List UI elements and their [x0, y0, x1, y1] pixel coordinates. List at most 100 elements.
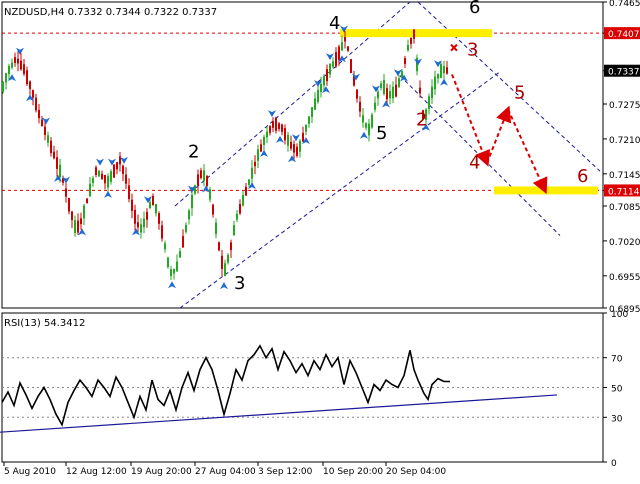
bear-candle — [95, 167, 97, 175]
bull-candle — [191, 194, 193, 209]
bear-candle — [218, 242, 220, 251]
fractal-down-arrow — [322, 86, 330, 94]
forecast-arrow — [451, 74, 491, 167]
price-panel-frame — [1, 1, 604, 309]
bear-candle — [335, 52, 337, 66]
bull-candle — [185, 224, 187, 232]
bull-candle — [428, 96, 430, 110]
rsi-tick-label: 100 — [611, 310, 628, 320]
bear-candle — [41, 119, 43, 127]
bull-candle — [89, 183, 91, 197]
bull-candle — [242, 194, 244, 206]
wave-label: 2 — [416, 109, 427, 130]
bull-candle — [203, 170, 205, 181]
fractal-up-arrow — [326, 53, 334, 61]
bull-candle — [329, 63, 331, 75]
bear-candle — [326, 69, 328, 82]
price-tick-label: 0.7275 — [609, 101, 640, 111]
bear-candle — [395, 84, 397, 97]
bull-candle — [440, 63, 442, 78]
wave-label: 6 — [469, 0, 480, 18]
bear-candle — [101, 173, 103, 180]
bull-candle — [320, 83, 322, 92]
wave-label: 3 — [234, 273, 245, 294]
rsi-tick-label: 50 — [611, 385, 623, 395]
bear-candle — [290, 141, 292, 149]
forecast-cross-mark — [450, 43, 458, 52]
fractal-down-arrow — [400, 74, 408, 82]
bear-candle — [206, 175, 208, 186]
bull-candle — [59, 164, 61, 178]
forecast-arrow — [507, 108, 548, 195]
bear-candle — [212, 204, 214, 215]
bear-candle — [32, 90, 34, 98]
time-tick-label: 20 Sep 04:00 — [386, 467, 446, 477]
bull-candle — [173, 269, 175, 274]
bear-candle — [338, 46, 340, 61]
bull-candle — [155, 204, 157, 214]
bear-candle — [239, 204, 241, 214]
bull-candle — [308, 116, 310, 124]
bull-candle — [389, 91, 391, 99]
bull-candle — [287, 134, 289, 146]
bull-candle — [263, 136, 265, 145]
bear-candle — [230, 242, 232, 251]
bear-candle — [419, 87, 421, 94]
bear-candle — [296, 146, 298, 156]
fractal-down-arrow — [422, 123, 430, 131]
bear-candle — [386, 88, 388, 100]
bear-candle — [197, 174, 199, 186]
target-zone — [340, 29, 492, 38]
bull-candle — [362, 115, 364, 123]
bear-candle — [56, 157, 58, 169]
fractal-down-arrow — [54, 174, 62, 182]
price-level-label: 0.7337 — [608, 68, 640, 78]
channel-line-lower — [179, 71, 501, 309]
price-tick-label: 0.6895 — [609, 305, 640, 315]
wave-label: 4 — [469, 152, 480, 173]
bear-candle — [44, 126, 46, 135]
bull-candle — [257, 149, 259, 161]
bear-candle — [254, 161, 256, 167]
time-tick-label: 10 Sep 20:00 — [323, 467, 383, 477]
bull-candle — [299, 140, 301, 152]
bull-candle — [83, 205, 85, 219]
price-tick-label: 0.6955 — [609, 273, 640, 283]
bull-candle — [425, 109, 427, 121]
bear-candle — [281, 124, 283, 132]
bull-candle — [215, 222, 217, 235]
wave-label: 4 — [329, 13, 340, 34]
fractal-down-arrow — [338, 55, 346, 63]
bear-candle — [65, 188, 67, 197]
bull-candle — [431, 86, 433, 99]
fractal-down-arrow — [248, 182, 256, 190]
bear-candle — [446, 67, 448, 74]
bull-candle — [140, 224, 142, 233]
fractal-up-arrow — [434, 60, 442, 68]
fractal-down-arrow — [302, 137, 310, 145]
bear-candle — [359, 101, 361, 112]
bear-candle — [356, 89, 358, 99]
bear-candle — [275, 117, 277, 131]
bear-candle — [119, 156, 121, 165]
bull-candle — [323, 77, 325, 86]
fractal-down-arrow — [260, 149, 268, 157]
bear-candle — [410, 37, 412, 44]
bear-candle — [344, 37, 346, 42]
bull-candle — [179, 251, 181, 258]
bull-candle — [380, 83, 382, 88]
rsi-tick-label: 0 — [611, 459, 617, 469]
time-tick-label: 12 Aug 12:00 — [66, 467, 127, 477]
wave-label: 5 — [376, 123, 387, 144]
bear-candle — [221, 255, 223, 269]
bear-candle — [269, 126, 271, 133]
bear-candle — [293, 144, 295, 153]
price-level-label: 0.7114 — [608, 187, 640, 197]
bear-candle — [422, 110, 424, 120]
fractal-down-arrow — [276, 135, 284, 143]
bear-candle — [302, 132, 304, 142]
rsi-trendline — [0, 394, 558, 433]
fractal-up-arrow — [108, 158, 116, 166]
fractal-down-arrow — [382, 100, 390, 108]
price-level-label: 0.7407 — [608, 30, 640, 40]
